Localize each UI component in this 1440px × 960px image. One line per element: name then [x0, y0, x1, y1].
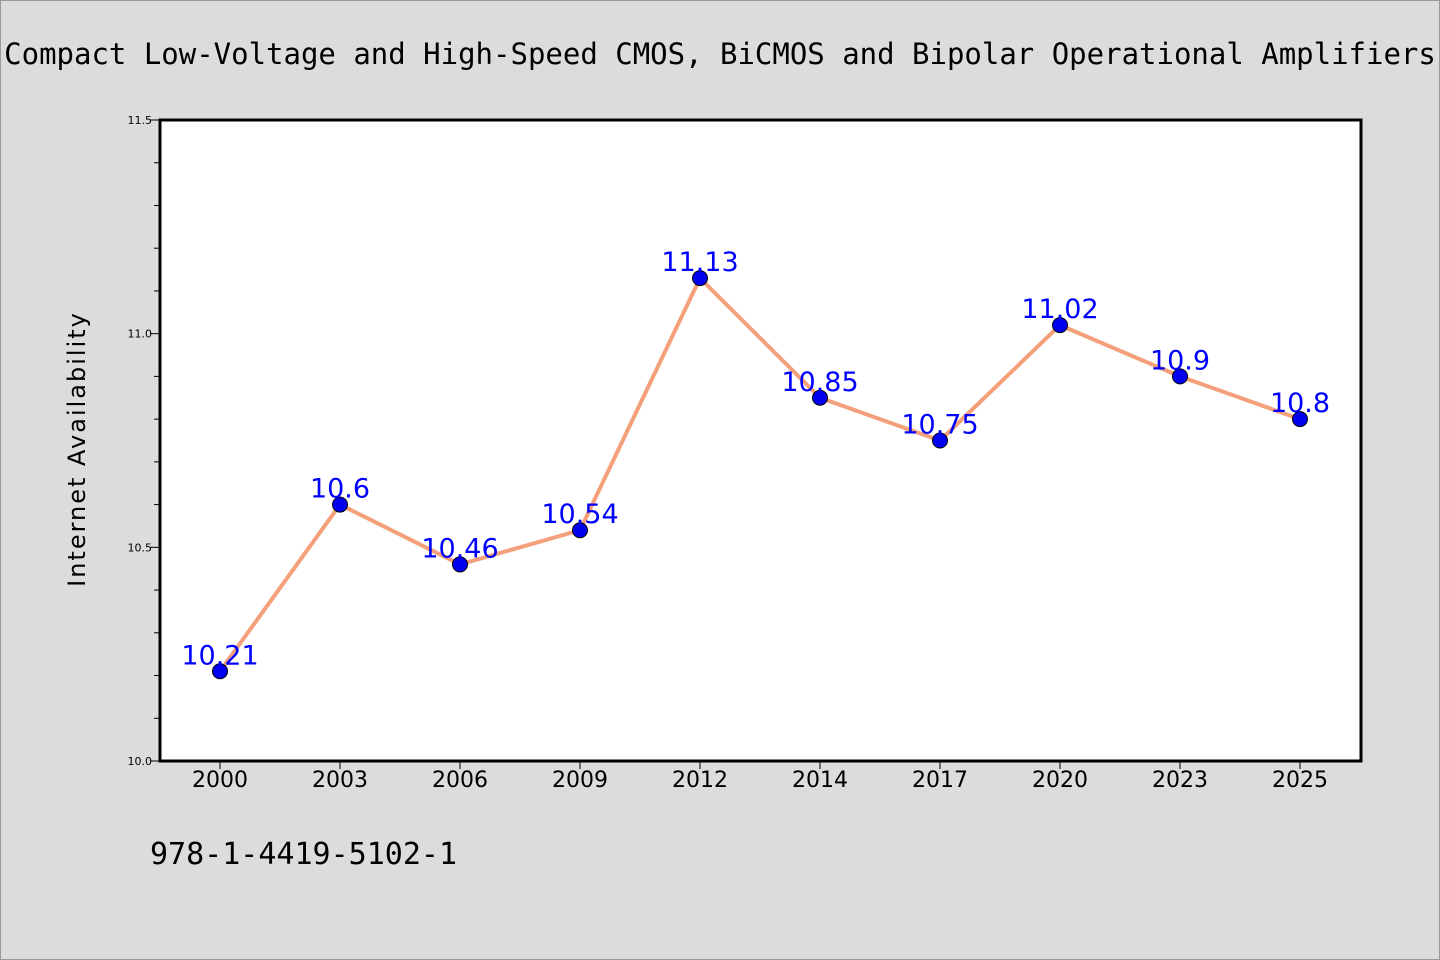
- x-tick-label: 2017: [912, 768, 968, 793]
- series-line: [218, 276, 1301, 673]
- data-point: [212, 663, 228, 680]
- x-tick-label: 2014: [792, 768, 848, 793]
- plot-area: [158, 118, 1363, 763]
- x-axis: 2000 2003 2006 2009 2012 2014 2017 2020 2023 2025: [192, 761, 1328, 793]
- data-point: [1172, 368, 1188, 385]
- data-point: [1052, 317, 1068, 334]
- series-group: 10.21 10.6 10.46 10.54 11.13 10.85 10.75 11.02 1…: [181, 247, 1330, 680]
- data-label: 10.21: [181, 640, 258, 671]
- x-tick-label: 2003: [312, 768, 368, 793]
- x-tick-label: 2020: [1032, 768, 1088, 793]
- data-point: [692, 270, 708, 287]
- x-tick-label: 2025: [1272, 768, 1328, 793]
- data-label: 10.85: [781, 367, 858, 398]
- y-tick-label: 11.0: [128, 328, 153, 341]
- x-tick-label: 2012: [672, 768, 728, 793]
- data-point: [572, 522, 588, 539]
- data-label: 10.9: [1150, 345, 1210, 376]
- y-tick-label: 10.5: [128, 541, 153, 554]
- x-tick-label: 2000: [192, 768, 248, 793]
- annotation-text: 978-1-4419-5102-1: [150, 837, 457, 872]
- x-tick-label: 2009: [552, 768, 608, 793]
- x-tick-label: 2023: [1152, 768, 1208, 793]
- data-label: 10.54: [541, 499, 618, 530]
- data-point: [332, 496, 348, 513]
- chart-title: Compact Low-Voltage and High-Speed CMOS,…: [4, 37, 1436, 71]
- data-point: [932, 432, 948, 449]
- data-label: 10.6: [310, 474, 370, 505]
- data-label: 10.46: [421, 533, 498, 564]
- data-label: 11.02: [1021, 294, 1098, 325]
- y-tick-label: 10.0: [128, 755, 153, 768]
- y-axis: 10.0 10.5 11.0 11.5: [128, 114, 160, 768]
- data-label: 10.8: [1270, 388, 1330, 419]
- data-point: [812, 389, 828, 406]
- data-point: [452, 556, 468, 573]
- y-tick-label: 11.5: [128, 114, 153, 127]
- y-axis-label: Internet Availability: [63, 311, 91, 587]
- data-label: 11.13: [661, 247, 738, 278]
- x-tick-label: 2006: [432, 768, 488, 793]
- data-point: [1292, 411, 1308, 428]
- data-label: 10.75: [901, 410, 978, 441]
